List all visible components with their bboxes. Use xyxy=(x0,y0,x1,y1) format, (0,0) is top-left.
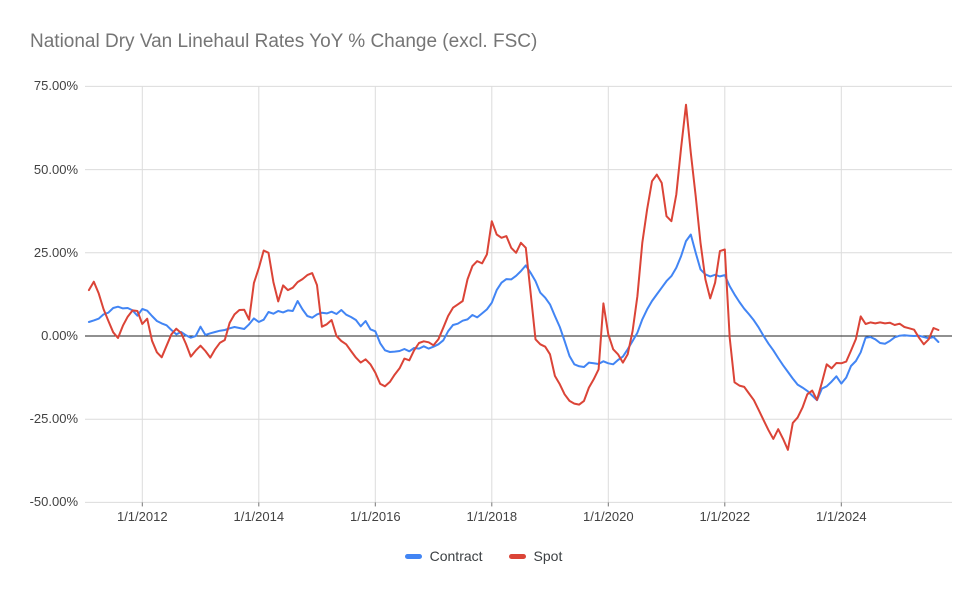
x-axis-tick-label: 1/1/2012 xyxy=(116,509,168,524)
y-axis-tick-label: -50.00% xyxy=(29,494,78,510)
y-axis-tick-label: 25.00% xyxy=(33,244,78,260)
y-axis-tick-label: 0.00% xyxy=(41,328,78,343)
legend: Contract Spot xyxy=(0,546,967,566)
x-axis-tick-label: 1/1/2018 xyxy=(466,509,518,524)
series-line-spot xyxy=(87,103,940,451)
legend-dash-icon xyxy=(508,553,526,559)
legend-dash-icon xyxy=(404,553,422,559)
x-axis-tick-label: 1/1/2024 xyxy=(815,509,867,524)
legend-item-spot: Spot xyxy=(508,548,563,564)
series-line-contract xyxy=(87,233,940,402)
legend-item-contract: Contract xyxy=(404,548,483,564)
legend-label: Contract xyxy=(429,548,483,564)
y-axis-tick-label: 75.00% xyxy=(33,78,78,94)
legend-label: Spot xyxy=(533,548,563,564)
x-axis-tick-label: 1/1/2022 xyxy=(699,509,751,524)
chart-title: National Dry Van Linehaul Rates YoY % Ch… xyxy=(30,31,538,52)
x-axis-tick-label: 1/1/2016 xyxy=(349,509,401,524)
y-axis-tick-label: -25.00% xyxy=(29,411,78,427)
y-axis-tick-label: 50.00% xyxy=(33,161,78,177)
x-axis-tick-label: 1/1/2020 xyxy=(582,509,634,524)
x-axis-tick-label: 1/1/2014 xyxy=(233,509,285,524)
